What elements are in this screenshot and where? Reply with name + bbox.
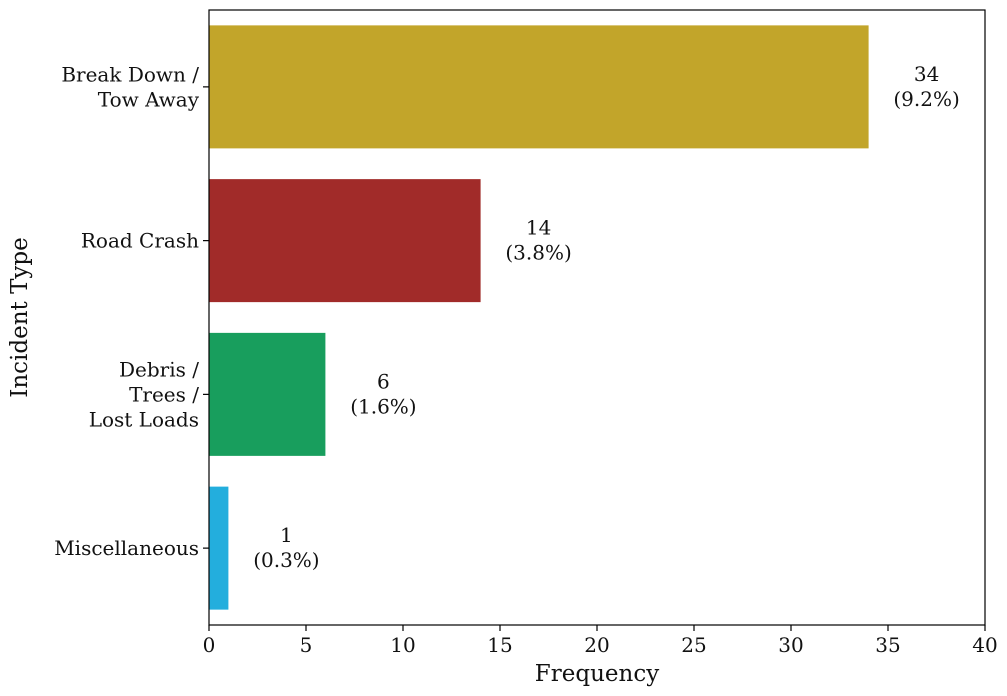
bar [209,332,326,456]
bar [209,25,869,149]
y-axis: Break Down /Tow Away Road Crash Debris /Tr… [54,62,209,560]
data-label-value: 34 [914,62,939,86]
x-tick-label: 15 [487,633,512,657]
x-tick-label: 20 [584,633,609,657]
plot-frame [208,9,986,626]
data-label-percent: (9.2%) [893,87,959,111]
bar [209,179,481,303]
y-tick-label: Debris / [119,357,199,381]
y-tick-label: Road Crash [81,229,199,253]
data-labels-group: 34(9.2%) 14(3.8%) 6(1.6%) 1(0.3%) [253,62,960,572]
x-tick-label: 30 [778,633,803,657]
x-tick-label: 5 [300,633,313,657]
x-axis-title: Frequency [535,661,659,687]
data-label-percent: (0.3%) [253,548,319,572]
x-axis: 0 5 10 15 20 25 30 35 40 [203,625,998,657]
x-tick-label: 25 [681,633,706,657]
bar [209,486,229,610]
y-tick-label: Lost Loads [89,407,199,431]
data-label-value: 14 [526,216,551,240]
x-tick-label: 40 [972,633,997,657]
x-tick-label: 0 [203,633,216,657]
data-label-value: 6 [377,369,390,393]
y-tick-label: Break Down / [61,62,199,86]
data-label-value: 1 [280,523,293,547]
y-tick-label: Trees / [129,382,199,406]
bars-group [209,25,869,610]
y-axis-title: Incident Type [7,237,33,398]
data-label-percent: (3.8%) [505,241,571,265]
y-tick-label: Miscellaneous [54,536,199,560]
y-tick-label: Tow Away [98,87,200,111]
x-tick-label: 35 [875,633,900,657]
x-tick-label: 10 [390,633,415,657]
data-label-percent: (1.6%) [350,394,416,418]
